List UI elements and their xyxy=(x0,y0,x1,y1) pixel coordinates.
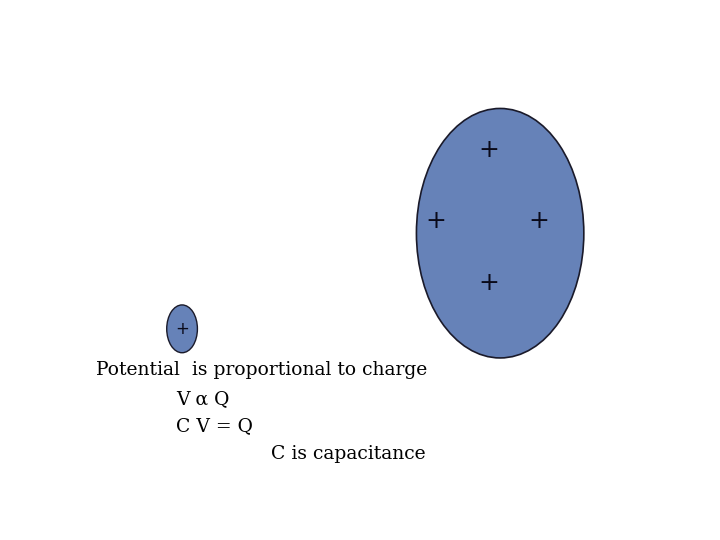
Ellipse shape xyxy=(167,305,197,353)
Ellipse shape xyxy=(416,109,584,358)
Text: +: + xyxy=(175,320,189,338)
Text: C V = Q: C V = Q xyxy=(176,417,253,435)
Text: +: + xyxy=(479,138,500,162)
Text: Potential  is proportional to charge: Potential is proportional to charge xyxy=(96,361,427,379)
Text: +: + xyxy=(426,209,446,233)
Text: C is capacitance: C is capacitance xyxy=(271,445,426,463)
Text: +: + xyxy=(479,271,500,295)
Text: +: + xyxy=(528,209,549,233)
Text: V α Q: V α Q xyxy=(176,390,230,408)
